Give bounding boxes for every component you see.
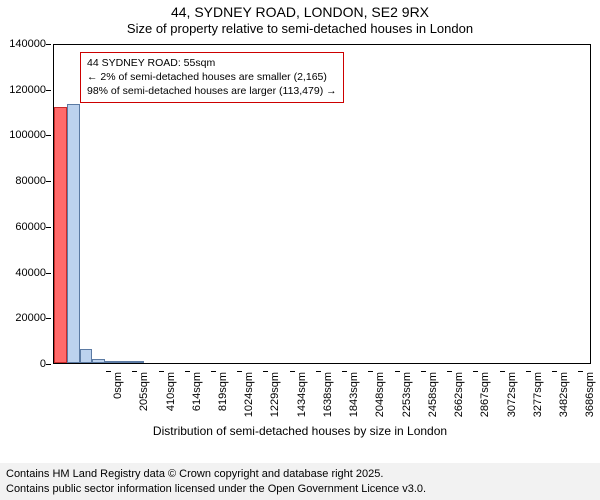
histogram-bar (80, 349, 93, 363)
y-tick: 40000 (0, 267, 46, 279)
highlight-bar (54, 107, 67, 363)
histogram-bar (67, 104, 80, 363)
y-tick: 120000 (0, 84, 46, 96)
x-tick: 3072sqm (506, 372, 518, 432)
x-tick: 2662sqm (453, 372, 465, 432)
x-tick: 2458sqm (427, 372, 439, 432)
x-tick: 2253sqm (401, 372, 413, 432)
x-tick: 3277sqm (532, 372, 544, 432)
x-tick: 1434sqm (296, 372, 308, 432)
x-tick: 1229sqm (269, 372, 281, 432)
footer: Contains HM Land Registry data © Crown c… (0, 463, 600, 500)
x-tick: 1638sqm (322, 372, 334, 432)
annotation-line-1: 44 SYDNEY ROAD: 55sqm (87, 56, 337, 70)
histogram-bar (118, 361, 131, 363)
x-tick: 614sqm (191, 372, 203, 432)
y-tick: 0 (0, 358, 46, 370)
histogram-bar (92, 359, 105, 363)
histogram-bar (131, 361, 144, 363)
x-tick: 0sqm (112, 372, 124, 432)
x-tick: 1843sqm (348, 372, 360, 432)
x-tick: 205sqm (138, 372, 150, 432)
x-tick: 1024sqm (243, 372, 255, 432)
histogram-bar (105, 361, 118, 363)
annotation-line-2: ← 2% of semi-detached houses are smaller… (87, 70, 337, 84)
annotation-line-3: 98% of semi-detached houses are larger (… (87, 84, 337, 98)
x-tick: 2048sqm (374, 372, 386, 432)
x-tick: 410sqm (165, 372, 177, 432)
x-tick: 3482sqm (558, 372, 570, 432)
y-tick: 60000 (0, 221, 46, 233)
footer-line-1: Contains HM Land Registry data © Crown c… (6, 467, 594, 481)
x-tick: 2867sqm (479, 372, 491, 432)
y-tick: 80000 (0, 175, 46, 187)
annotation-box: 44 SYDNEY ROAD: 55sqm ← 2% of semi-detac… (80, 52, 344, 103)
y-tick: 100000 (0, 129, 46, 141)
chart-title: 44, SYDNEY ROAD, LONDON, SE2 9RX (0, 0, 600, 21)
x-tick: 819sqm (217, 372, 229, 432)
chart-subtitle: Size of property relative to semi-detach… (0, 21, 600, 39)
y-tick: 140000 (0, 38, 46, 50)
footer-line-2: Contains public sector information licen… (6, 482, 594, 496)
y-tick: 20000 (0, 312, 46, 324)
x-tick: 3686sqm (584, 372, 596, 432)
